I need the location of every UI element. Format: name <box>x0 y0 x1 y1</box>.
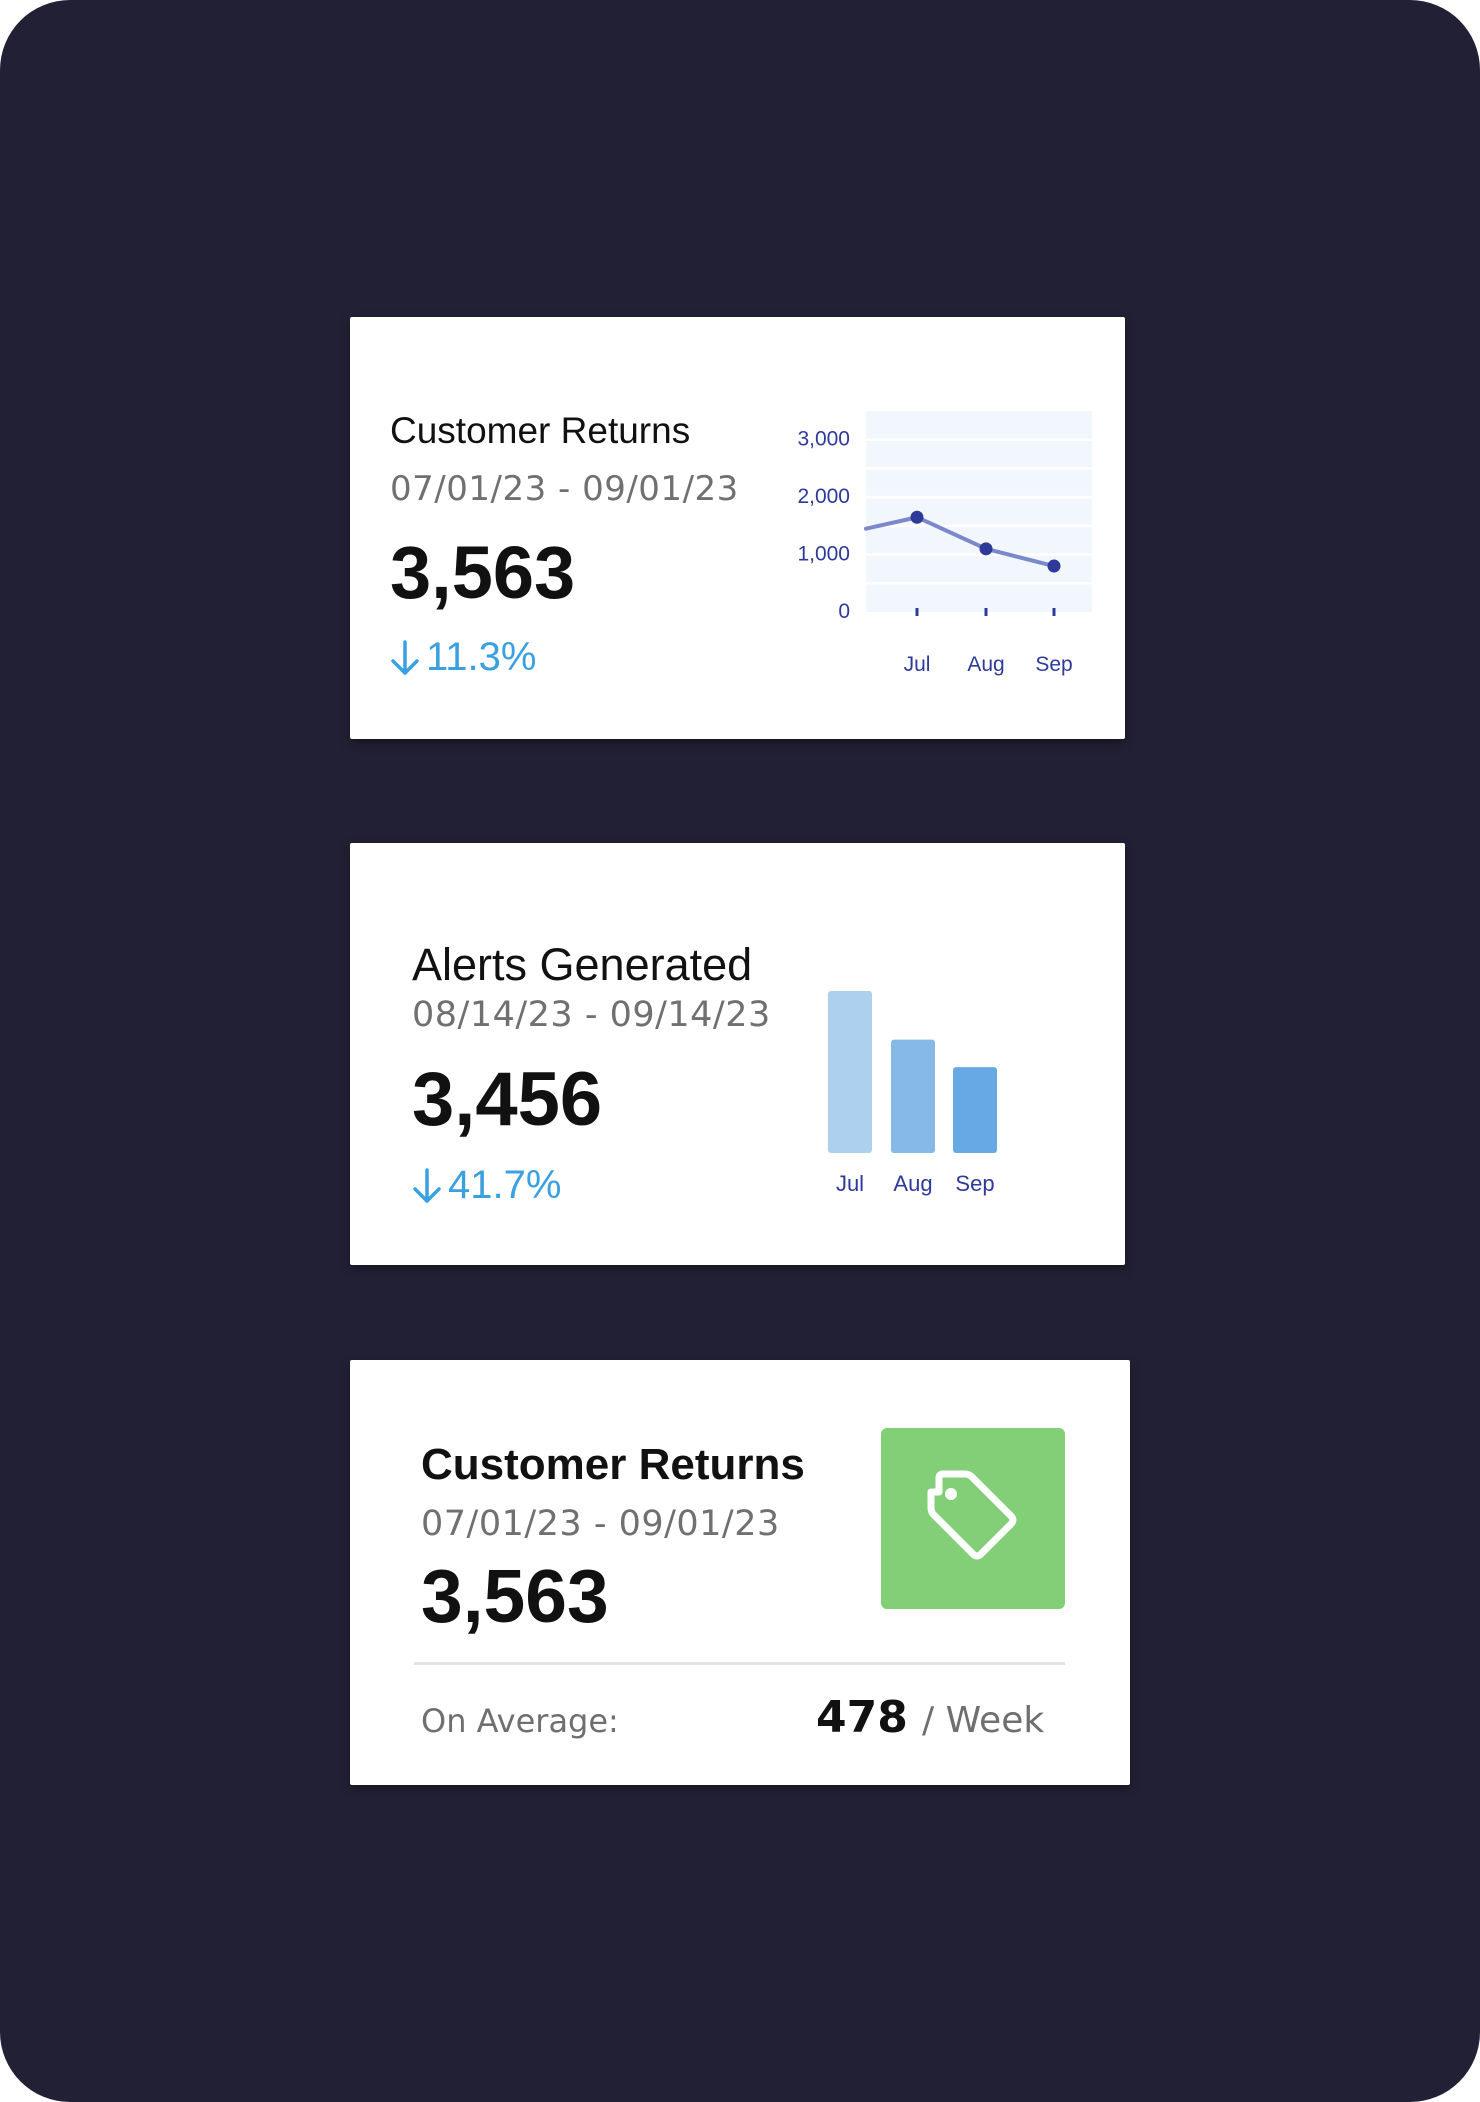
divider <box>414 1662 1065 1665</box>
date-range: 07/01/23 - 09/01/23 <box>390 469 739 509</box>
tag-icon-tile <box>881 1428 1065 1609</box>
average-unit: / Week <box>922 1700 1045 1741</box>
y-tick-label: 2,000 <box>797 485 850 508</box>
card-title: Customer Returns <box>421 1440 805 1489</box>
y-tick-label: 0 <box>838 600 850 623</box>
tag-icon <box>925 1468 1021 1569</box>
date-range: 08/14/23 - 09/14/23 <box>412 995 771 1035</box>
customer-returns-summary-card[interactable]: Customer Returns 07/01/23 - 09/01/23 3,5… <box>350 1360 1130 1785</box>
metric-value: 3,563 <box>390 531 576 614</box>
data-point <box>910 510 924 524</box>
bar <box>891 1039 935 1153</box>
x-tick-label: Sep <box>955 1171 994 1196</box>
card-title: Customer Returns <box>390 410 691 451</box>
series-line <box>864 515 1056 569</box>
card-title: Alerts Generated <box>412 939 753 990</box>
arrow-down-icon <box>388 639 426 677</box>
line-chart: 3,000 2,000 1,000 0 Jul Aug Sep <box>797 411 1092 676</box>
arrow-down-icon <box>410 1167 448 1205</box>
average-label: On Average: <box>421 1702 619 1740</box>
data-point <box>979 542 993 556</box>
x-tick-label: Jul <box>904 653 931 676</box>
plot-background <box>866 411 1092 612</box>
bar <box>953 1067 997 1153</box>
delta-indicator: 11.3% <box>388 635 536 680</box>
x-tick-label: Jul <box>836 1171 864 1196</box>
x-tick-label: Sep <box>1035 653 1072 676</box>
x-tick-label: Aug <box>967 653 1004 676</box>
metric-value: 3,456 <box>412 1057 603 1142</box>
y-tick-label: 3,000 <box>797 428 850 451</box>
y-tick-label: 1,000 <box>797 543 850 566</box>
delta-value: 11.3% <box>426 635 537 679</box>
x-tick-label: Aug <box>893 1171 932 1196</box>
bar-chart: Jul Aug Sep <box>828 991 997 1196</box>
data-point <box>1047 559 1061 573</box>
alerts-generated-bar-card[interactable]: Alerts Generated 08/14/23 - 09/14/23 3,4… <box>350 843 1125 1265</box>
customer-returns-line-card[interactable]: Customer Returns 07/01/23 - 09/01/23 3,5… <box>350 317 1125 739</box>
bar <box>828 991 872 1153</box>
delta-indicator: 41.7% <box>410 1163 561 1208</box>
date-range: 07/01/23 - 09/01/23 <box>421 1504 780 1544</box>
delta-value: 41.7% <box>448 1163 562 1207</box>
metric-value: 3,563 <box>421 1554 609 1638</box>
average-value: 478 <box>816 1692 908 1743</box>
